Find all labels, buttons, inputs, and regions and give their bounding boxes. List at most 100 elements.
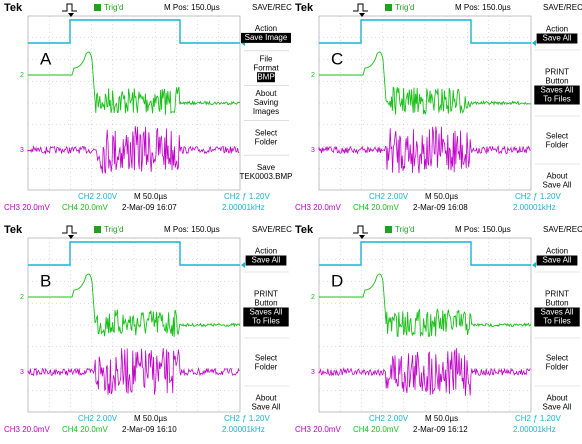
menu-label: Folder xyxy=(546,363,569,372)
ch4-scale: CH4 20.0mV xyxy=(353,425,399,434)
menu-label: Select xyxy=(546,132,569,141)
menu-value: Save All xyxy=(252,256,281,265)
scope-panel: TekTrig'dM Pos: 150.0µsSAVE/REC23AAction… xyxy=(4,2,292,212)
menu-label: Folder xyxy=(255,363,278,372)
trigger-status-icon xyxy=(94,226,101,233)
frequency: 2.00001kHz xyxy=(222,203,265,212)
mode: SAVE/REC xyxy=(543,3,582,12)
menu-label: Save All xyxy=(252,403,281,412)
mode: SAVE/REC xyxy=(252,225,292,234)
figure: Tek Trig'd M Pos: 150.0µs SAVE/REC 2 3 A Action… xyxy=(0,0,582,444)
brand: Tek xyxy=(295,224,314,236)
menu-label: Saving xyxy=(254,98,278,107)
time-position: M Pos: 150.0µs xyxy=(455,3,511,12)
channel-marker: 2 xyxy=(20,72,24,79)
menu-label: Select xyxy=(255,354,278,363)
trigger-status-icon xyxy=(385,226,392,233)
ch2-scale: CH2 2.00V xyxy=(78,192,118,201)
menu-label: About xyxy=(547,172,569,181)
timebase: M 50.0µs xyxy=(134,192,167,201)
trigger-level: CH2 ƒ 1.20V xyxy=(224,414,270,423)
ch2-scale: CH2 2.00V xyxy=(369,192,409,201)
date-time: 2-Mar-09 16:08 xyxy=(413,203,468,212)
panel-label: D xyxy=(331,271,343,290)
scope-panel: Tek Trig'd M Pos: 150.0µs SAVE/REC 2 3 C Action… xyxy=(295,2,582,212)
menu-value: To Files xyxy=(543,95,571,104)
level-marker xyxy=(241,262,245,268)
time-position: M Pos: 150.0µs xyxy=(455,225,511,234)
frequency: 2.00001kHz xyxy=(513,203,556,212)
trigger-level: CH2 ƒ 1.20V xyxy=(224,192,270,201)
menu-label: Action xyxy=(546,247,568,256)
channel-marker: 2 xyxy=(311,72,315,79)
trigger-level: CH2 ƒ 1.20V xyxy=(515,414,561,423)
channel-marker: 3 xyxy=(311,369,315,376)
trigger-status-icon xyxy=(385,4,392,11)
time-position: M Pos: 150.0µs xyxy=(164,3,220,12)
menu-label: Button xyxy=(254,299,277,308)
timebase: M 50.0µs xyxy=(134,414,167,423)
channel-marker: 2 xyxy=(311,294,315,301)
trigger-status: Trig'd xyxy=(395,3,414,12)
menu-value: To Files xyxy=(252,317,280,326)
menu-value: Saves All xyxy=(541,86,574,95)
menu-value: Saves All xyxy=(541,308,574,317)
trigger-icon xyxy=(62,4,77,11)
scope-panel: Tek Trig'd M Pos: 150.0µs SAVE/REC 2 3 B Action… xyxy=(4,224,292,434)
menu-label: Select xyxy=(255,128,278,137)
menu-label: Button xyxy=(545,77,568,86)
trigger-status: Trig'd xyxy=(395,225,414,234)
brand: Tek xyxy=(295,2,314,14)
date-time: 2-Mar-09 16:10 xyxy=(122,425,177,434)
channel-marker: 3 xyxy=(20,369,24,376)
panel-label: B xyxy=(40,271,51,290)
menu-label: Button xyxy=(545,299,568,308)
trigger-icon xyxy=(353,226,368,233)
ch4-scale: CH4 20.0mV xyxy=(353,203,399,212)
trigger-status: Trig'd xyxy=(104,225,123,234)
frequency: 2.00001kHz xyxy=(222,425,265,434)
panel-label: A xyxy=(40,49,52,68)
menu-label: Images xyxy=(253,107,279,116)
trigger-status: Trig'd xyxy=(104,3,123,12)
brand: Tek xyxy=(4,224,23,236)
trigger-icon xyxy=(353,4,368,11)
ch4-scale: CH4 20.0mV xyxy=(62,203,108,212)
date-time: 2-Mar-09 16:12 xyxy=(413,425,468,434)
menu-value: Save Image xyxy=(245,33,288,42)
menu-label: Action xyxy=(255,247,277,256)
menu-value: Save All xyxy=(543,34,572,43)
ch3-scale: CH3 20.0mV xyxy=(4,203,50,212)
trigger-level: CH2 ƒ 1.20V xyxy=(515,192,561,201)
ch3-scale: CH3 20.0mV xyxy=(4,425,50,434)
menu-label: File xyxy=(260,54,273,63)
menu-label: Action xyxy=(546,25,568,34)
menu-label: TEK0003.BMP xyxy=(240,172,293,181)
menu-label: PRINT xyxy=(545,290,569,299)
menu-label: PRINT xyxy=(254,290,278,299)
date-time: 2-Mar-09 16:07 xyxy=(122,203,177,212)
menu-label: Action xyxy=(255,24,277,33)
channel-marker: 3 xyxy=(311,147,315,154)
level-marker xyxy=(532,40,536,46)
trigger-icon xyxy=(62,226,77,233)
menu-value: To Files xyxy=(543,317,571,326)
channel-marker: 2 xyxy=(20,294,24,301)
menu-label: About xyxy=(256,394,278,403)
menu-value: BMP xyxy=(257,72,274,81)
mode: SAVE/REC xyxy=(252,3,292,12)
ch2-scale: CH2 2.00V xyxy=(78,414,118,423)
panel-label: C xyxy=(331,49,343,68)
frequency: 2.00001kHz xyxy=(513,425,556,434)
menu-label: About xyxy=(256,89,278,98)
ch3-scale: CH3 20.0mV xyxy=(295,203,341,212)
ch4-scale: CH4 20.0mV xyxy=(62,425,108,434)
menu-label: PRINT xyxy=(545,68,569,77)
timebase: M 50.0µs xyxy=(425,414,458,423)
time-position: M Pos: 150.0µs xyxy=(164,225,220,234)
timebase: M 50.0µs xyxy=(425,192,458,201)
menu-label: Select xyxy=(546,354,569,363)
brand: Tek xyxy=(4,2,23,14)
menu-label: Folder xyxy=(546,141,569,150)
ch2-scale: CH2 2.00V xyxy=(369,414,409,423)
